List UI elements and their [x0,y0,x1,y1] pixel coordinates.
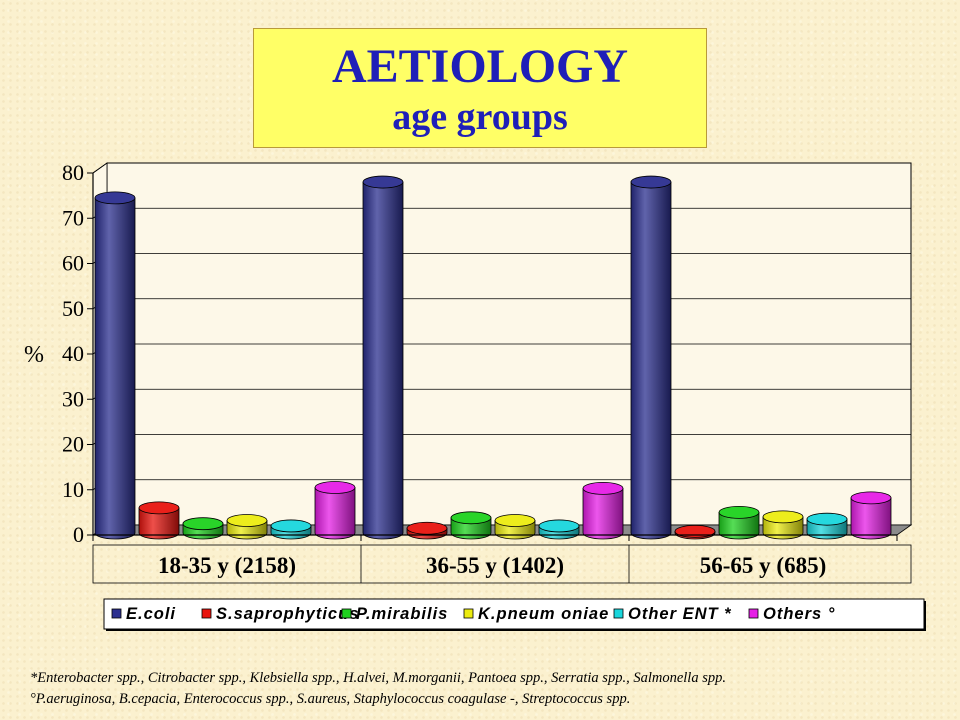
chart-subtitle: age groups [392,96,568,138]
y-tick-label: 20 [62,432,84,457]
bar-top [718,505,760,519]
x-tick-label: 18-35 y (2158) [158,553,296,578]
legend-swatch [341,608,352,619]
bar-top [494,514,536,527]
footnote-enterobacter: *Enterobacter spp., Citrobacter spp., Kl… [30,670,726,686]
legend-label: S.saprophyticus [216,605,359,623]
bar-others-1 [314,481,356,540]
bar-top [630,175,672,189]
bar-top [806,512,848,526]
bar-ssaprophyticus-2 [406,521,448,540]
legend-label: E.coli [126,605,176,623]
bar-top [94,191,136,205]
bar-kpneumoniae-1 [226,514,268,540]
y-tick-label: 80 [62,160,84,185]
bar-pmirabilis-1 [182,517,224,540]
legend-label: K.pneum oniae [478,605,609,623]
y-tick-label: 60 [62,251,84,276]
bar-kpneumoniae-2 [494,514,536,540]
bar-top [450,511,492,525]
legend-swatch [613,608,624,619]
bar-pmirabilis-3 [718,505,760,540]
legend-box [103,598,925,630]
chart-title: AETIOLOGY [331,40,629,93]
title-box: AETIOLOGY age groups [253,28,707,148]
legend-label: Others ° [763,605,835,623]
y-tick-label: 70 [62,205,84,230]
bar-top [138,501,180,515]
bar-pmirabilis-2 [450,511,492,540]
bar-ecoli-2 [362,175,404,540]
bar-ecoli-3 [630,175,672,540]
bar-top [850,491,892,505]
bar-ssaprophyticus-1 [138,501,180,540]
bar-others-2 [582,481,624,540]
bar-otherent-1 [270,519,312,540]
legend-label: Other ENT * [628,605,732,623]
bar-top [582,481,624,495]
legend-swatch [201,608,212,619]
legend-label: P.mirabilis [356,605,448,623]
bar-top [314,481,356,494]
y-axis-label: % [24,342,44,368]
bar-top [182,517,224,531]
legend-swatch [463,608,474,619]
bar-top [538,519,580,533]
bar-body [582,487,624,540]
bar-body [314,487,356,540]
y-tick-label: 50 [62,296,84,321]
bar-body [94,197,136,540]
bar-chart: 0 10 20 30 40 50 60 70 80% 18-35 y (2158) 36-55 y … [24,160,926,631]
bar-ssaprophyticus-3 [674,524,716,540]
y-tick-label: 40 [62,341,84,366]
bar-top [226,514,268,527]
footnote-others: °P.aeruginosa, B.cepacia, Enterococcus s… [30,691,631,707]
gridline [92,162,911,174]
bar-top [406,521,448,535]
legend-swatch [111,608,122,619]
y-tick-label: 0 [73,522,84,547]
y-tick-label: 10 [62,477,84,502]
bar-others-3 [850,491,892,540]
bar-body [630,181,672,540]
bar-ecoli-1 [94,191,136,540]
legend-swatch [748,608,759,619]
category-frame [92,544,912,584]
bar-top [762,510,804,524]
x-tick-label: 36-55 y (1402) [426,553,564,578]
bar-body [362,181,404,540]
x-tick-label: 56-65 y (685) [700,553,826,578]
bar-kpneumoniae-3 [762,510,804,540]
bar-top [270,519,312,533]
bar-otherent-3 [806,512,848,540]
bar-top [362,175,404,189]
bar-otherent-2 [538,519,580,540]
bar-top [674,524,716,538]
y-tick-label: 30 [62,386,84,411]
